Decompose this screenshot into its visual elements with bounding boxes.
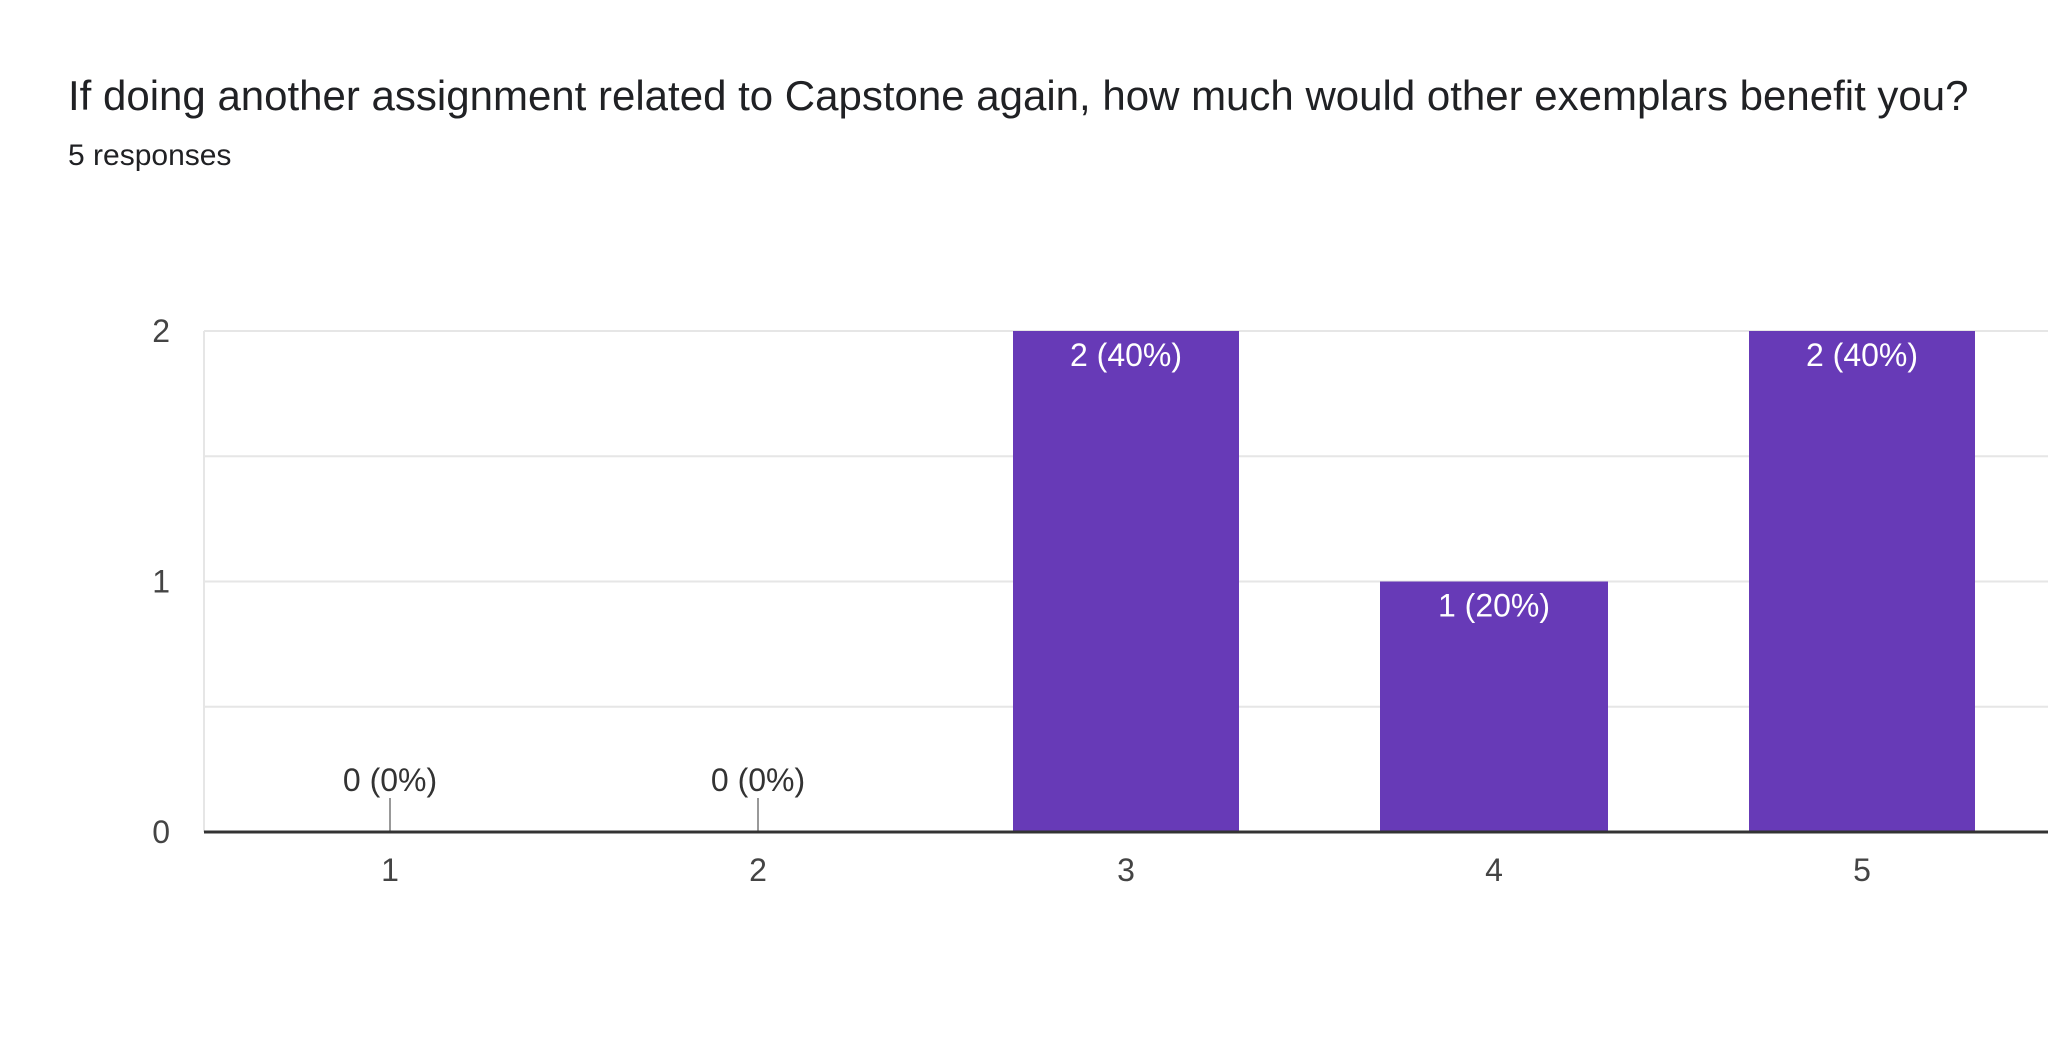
bar-data-label: 0 (0%) bbox=[343, 762, 437, 798]
bar-data-label: 2 (40%) bbox=[1070, 337, 1182, 373]
question-header: If doing another assignment related to C… bbox=[68, 62, 2008, 176]
x-tick-label: 2 bbox=[749, 852, 767, 888]
bar-data-label: 2 (40%) bbox=[1806, 337, 1918, 373]
x-tick-label: 3 bbox=[1117, 852, 1135, 888]
x-tick-label: 5 bbox=[1853, 852, 1871, 888]
x-tick-label: 4 bbox=[1485, 852, 1503, 888]
question-title: If doing another assignment related to C… bbox=[68, 72, 1969, 119]
bar-data-label: 1 (20%) bbox=[1438, 588, 1550, 624]
axes: 0 1 2 1 2 3 4 5 bbox=[152, 313, 2048, 888]
bar bbox=[1380, 581, 1608, 832]
bar bbox=[1013, 331, 1239, 832]
bars bbox=[389, 331, 1975, 832]
y-tick-label: 0 bbox=[152, 814, 170, 850]
x-tick-label: 1 bbox=[381, 852, 399, 888]
bar bbox=[1749, 331, 1975, 832]
y-tick-label: 2 bbox=[152, 313, 170, 349]
bar-data-label: 0 (0%) bbox=[711, 762, 805, 798]
y-tick-label: 1 bbox=[152, 564, 170, 600]
response-count: 5 responses bbox=[68, 139, 232, 172]
labels: 0 (0%) 0 (0%) 2 (40%) 1 (20%) 2 (40%) bbox=[343, 337, 1918, 798]
